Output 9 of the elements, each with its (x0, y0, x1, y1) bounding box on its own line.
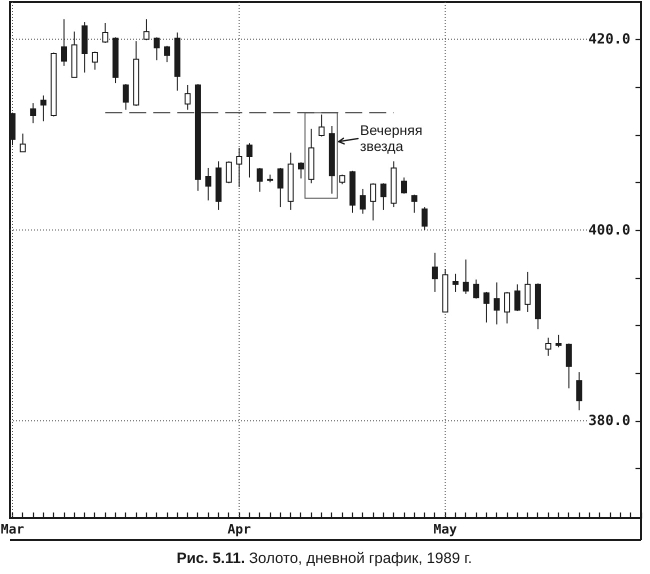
x-tick-label: Mar (0, 522, 24, 538)
x-tick-label: May (433, 522, 458, 538)
annotation: Вечерняя звезда (360, 122, 422, 154)
text: Золото, дневной график, 1989 г. (249, 550, 472, 567)
x-tick-label: Apr (227, 522, 252, 538)
y-tick-label: 400.0 (588, 222, 630, 238)
y-tick-label: 420.0 (588, 32, 630, 48)
text: Рис. 5.11. (176, 550, 245, 567)
y-tick-label: 380.0 (588, 413, 630, 430)
